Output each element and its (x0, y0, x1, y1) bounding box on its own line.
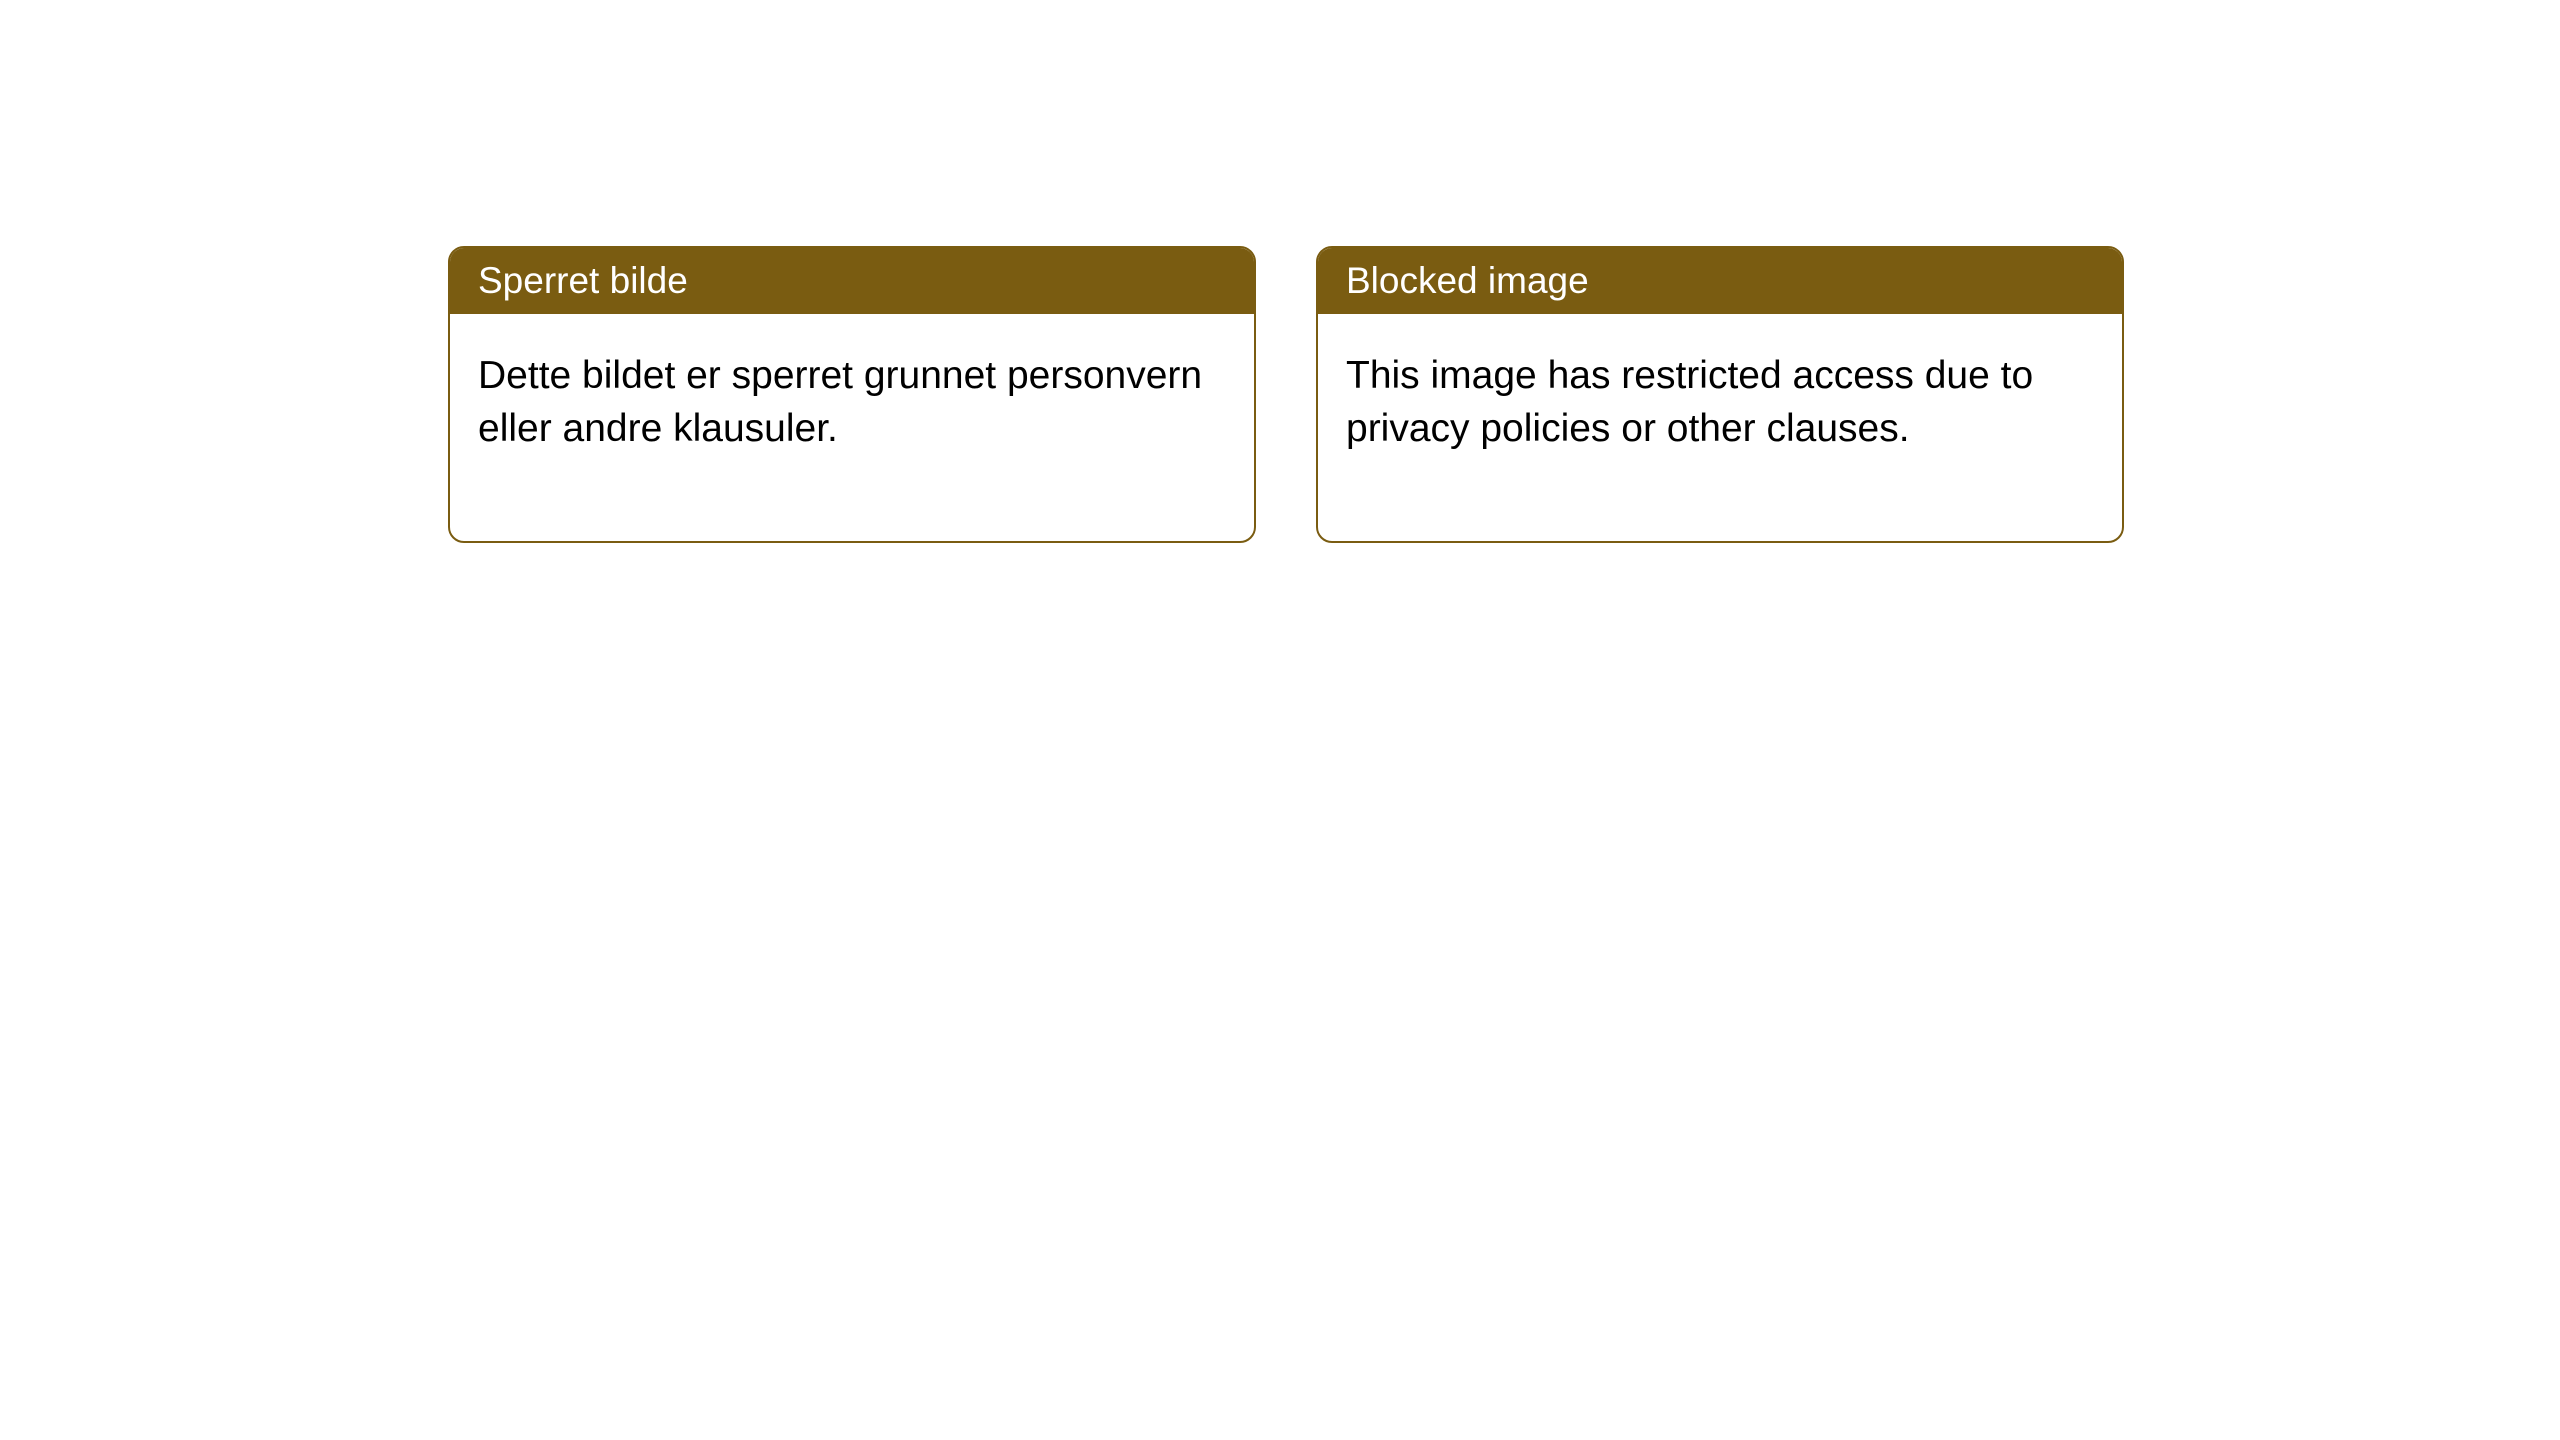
notice-text: Dette bildet er sperret grunnet personve… (478, 354, 1202, 450)
notice-card-english: Blocked image This image has restricted … (1316, 246, 2124, 543)
notice-body: This image has restricted access due to … (1318, 314, 2122, 541)
notice-title: Blocked image (1346, 260, 1589, 301)
notice-title: Sperret bilde (478, 260, 688, 301)
notice-header: Blocked image (1318, 248, 2122, 314)
notice-container: Sperret bilde Dette bildet er sperret gr… (0, 0, 2560, 543)
notice-text: This image has restricted access due to … (1346, 354, 2033, 450)
notice-body: Dette bildet er sperret grunnet personve… (450, 314, 1254, 541)
notice-header: Sperret bilde (450, 248, 1254, 314)
notice-card-norwegian: Sperret bilde Dette bildet er sperret gr… (448, 246, 1256, 543)
